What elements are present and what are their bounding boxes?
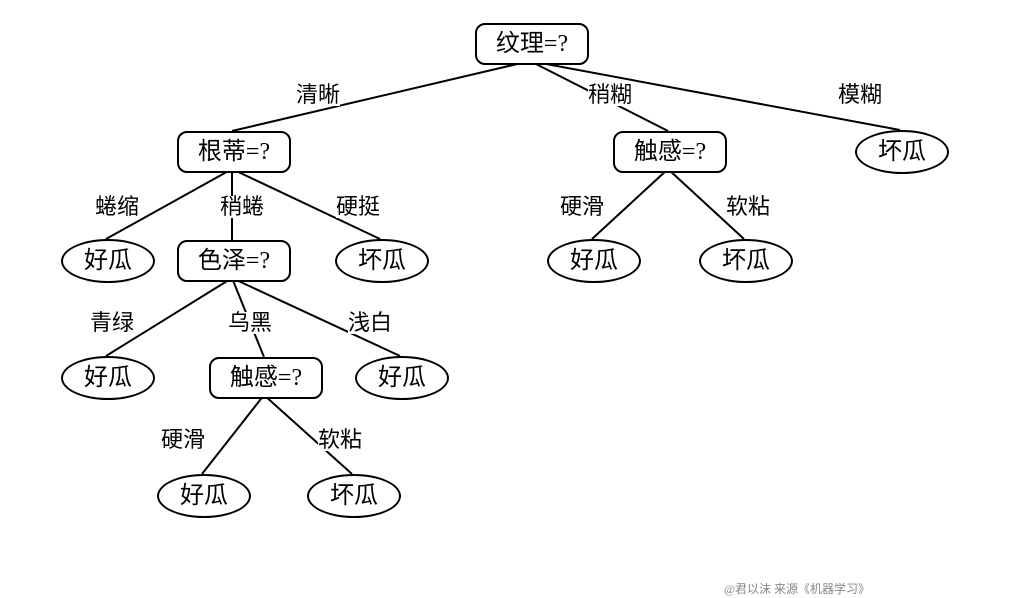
edge-label: 硬挺 [336,196,380,218]
tree-edge [202,395,264,474]
leaf-node: 好瓜 [157,474,251,518]
edge-label: 青绿 [90,312,134,334]
credit-text: @君以沫 来源《机器学习》 [724,580,870,597]
tree-edge [232,61,530,131]
leaf-node: 好瓜 [355,356,449,400]
leaf-node: 坏瓜 [855,130,949,174]
edge-label: 硬滑 [161,429,205,451]
decision-node: 触感=? [209,357,323,399]
leaf-node: 好瓜 [61,239,155,283]
leaf-node: 好瓜 [547,239,641,283]
decision-node: 色泽=? [177,240,291,282]
edge-label: 稍糊 [588,84,632,106]
decision-node: 触感=? [613,131,727,173]
edge-label: 模糊 [838,84,882,106]
leaf-node: 坏瓜 [307,474,401,518]
decision-node: 根蒂=? [177,131,291,173]
edge-label: 软粘 [318,429,362,451]
leaf-node: 坏瓜 [699,239,793,283]
leaf-node: 好瓜 [61,356,155,400]
leaf-node: 坏瓜 [335,239,429,283]
edge-label: 蜷缩 [95,196,139,218]
decision-node: 纹理=? [475,23,589,65]
edge-label: 乌黑 [228,312,272,334]
edge-label: 硬滑 [560,196,604,218]
edge-label: 软粘 [726,196,770,218]
edge-label: 浅白 [348,312,392,334]
edge-label: 清晰 [296,84,340,106]
edge-label: 稍蜷 [220,196,264,218]
